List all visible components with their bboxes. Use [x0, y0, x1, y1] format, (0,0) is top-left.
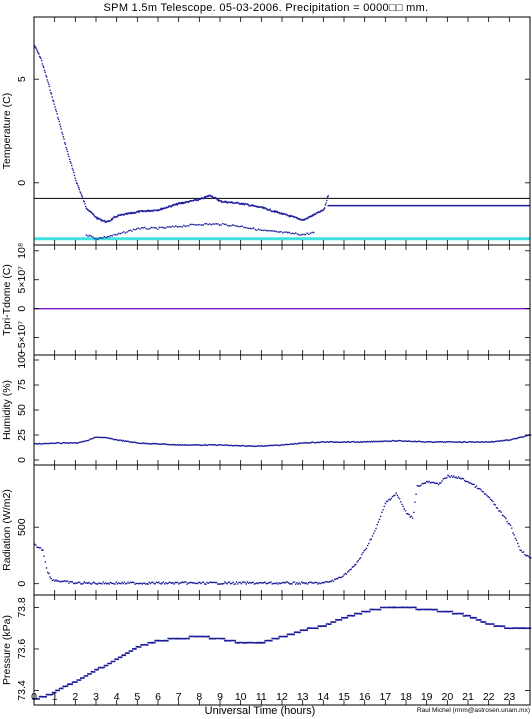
x-tick-label-22: 22 — [483, 691, 495, 703]
y-tick-label-1-1: 5 — [16, 76, 28, 82]
x-tick-label-20: 20 — [441, 691, 453, 703]
y-tick-label-5-1: 73.6 — [16, 639, 28, 660]
y-axis-label-4: Radiation (W/m2) — [1, 489, 13, 571]
x-tick-label-8: 8 — [196, 691, 202, 703]
y-tick-label-3-3: 75 — [16, 379, 28, 391]
y-tick-label-1-0: 0 — [16, 180, 28, 186]
y-tick-label-5-0: 73.4 — [16, 680, 28, 701]
y-tick-label-5-2: 73.8 — [16, 597, 28, 618]
x-tick-label-6: 6 — [155, 691, 161, 703]
x-tick-label-14: 14 — [317, 691, 329, 703]
y-axis-label-2: Tpri-Tdome (C) — [1, 264, 13, 336]
x-tick-label-11: 11 — [256, 691, 267, 703]
x-tick-label-19: 19 — [421, 691, 433, 703]
temperature-series-1-points — [85, 222, 315, 240]
x-tick-label-23: 23 — [503, 691, 515, 703]
x-tick-label-4: 4 — [114, 691, 120, 703]
radiation-series-0-points — [34, 474, 532, 585]
x-tick-label-18: 18 — [400, 691, 412, 703]
panel-frame-1 — [33, 16, 531, 246]
y-tick-label-2-0: −5×10⁷ — [16, 321, 28, 355]
x-tick-label-10: 10 — [235, 691, 247, 703]
x-tick-label-9: 9 — [217, 691, 223, 703]
x-tick-label-17: 17 — [379, 691, 391, 703]
panel-frame-3 — [33, 354, 531, 466]
author-credit: Raul Michel (rmm@astrosen.unam.mx) — [417, 707, 530, 714]
y-tick-label-4-1: 500 — [16, 518, 28, 536]
x-tick-label-7: 7 — [176, 691, 182, 703]
chart-title: SPM 1.5m Telescope. 05-03-2006. Precipit… — [104, 2, 429, 14]
temperature-series-0-points — [34, 45, 329, 224]
panel-frame-4 — [33, 464, 531, 596]
panel-frame-5 — [33, 594, 531, 706]
y-axis-label-5: Pressure (kPa) — [1, 615, 13, 685]
humidity-series-0-points — [34, 434, 532, 448]
y-axis-label-1: Temperature (C) — [1, 93, 13, 169]
x-tick-label-15: 15 — [338, 691, 350, 703]
y-tick-label-3-0: 0 — [16, 457, 28, 463]
y-tick-label-2-1: 0 — [16, 306, 28, 312]
panel-frame-2 — [33, 244, 531, 356]
x-tick-label-3: 3 — [93, 691, 99, 703]
x-tick-label-0: 0 — [31, 691, 37, 703]
x-tick-label-2: 2 — [72, 691, 78, 703]
x-tick-label-21: 21 — [462, 691, 474, 703]
y-tick-label-3-1: 25 — [16, 429, 28, 441]
x-tick-label-5: 5 — [134, 691, 140, 703]
x-tick-label-1: 1 — [52, 691, 58, 703]
x-tick-label-12: 12 — [276, 691, 288, 703]
x-tick-label-13: 13 — [297, 691, 309, 703]
y-tick-label-3-2: 50 — [16, 404, 28, 416]
pressure-series-0-points — [32, 606, 532, 700]
y-tick-label-3-4: 100 — [16, 351, 28, 369]
y-axis-label-3: Humidity (%) — [1, 380, 13, 440]
y-tick-label-4-0: 0 — [16, 581, 28, 587]
y-tick-label-2-2: 5×10⁷ — [16, 266, 28, 294]
y-tick-label-2-3: 10⁸ — [16, 243, 28, 259]
x-tick-label-16: 16 — [359, 691, 371, 703]
x-axis-label: Universal Time (hours) — [205, 705, 316, 717]
